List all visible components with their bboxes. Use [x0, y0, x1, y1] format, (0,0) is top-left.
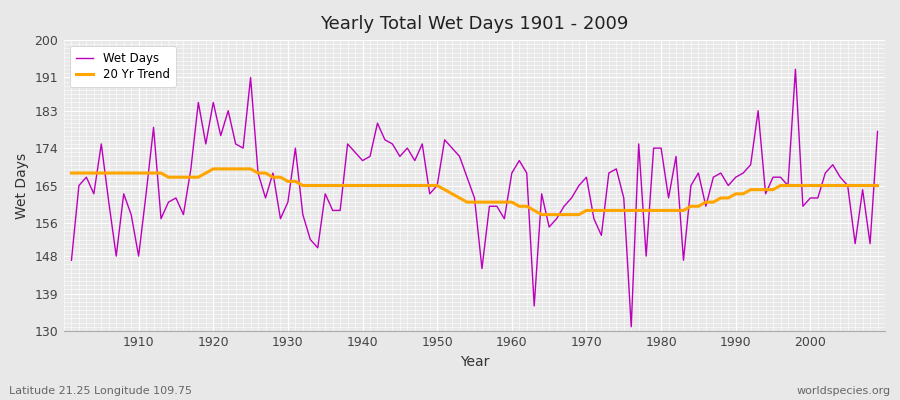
- 20 Yr Trend: [536, 212, 547, 217]
- 20 Yr Trend: [208, 166, 219, 171]
- Y-axis label: Wet Days: Wet Days: [15, 152, 29, 218]
- 20 Yr Trend: [126, 171, 137, 176]
- Text: Latitude 21.25 Longitude 109.75: Latitude 21.25 Longitude 109.75: [9, 386, 192, 396]
- Wet Days: [596, 233, 607, 238]
- 20 Yr Trend: [66, 171, 77, 176]
- Wet Days: [126, 212, 137, 217]
- 20 Yr Trend: [611, 208, 622, 213]
- X-axis label: Year: Year: [460, 355, 490, 369]
- 20 Yr Trend: [342, 183, 353, 188]
- Wet Days: [626, 324, 636, 329]
- 20 Yr Trend: [872, 183, 883, 188]
- Wet Days: [507, 171, 517, 176]
- Wet Days: [335, 208, 346, 213]
- Wet Days: [290, 146, 301, 150]
- Line: Wet Days: Wet Days: [71, 69, 878, 327]
- Title: Yearly Total Wet Days 1901 - 2009: Yearly Total Wet Days 1901 - 2009: [320, 15, 629, 33]
- Line: 20 Yr Trend: 20 Yr Trend: [71, 169, 878, 214]
- Text: worldspecies.org: worldspecies.org: [796, 386, 891, 396]
- 20 Yr Trend: [514, 204, 525, 209]
- Wet Days: [66, 258, 77, 263]
- 20 Yr Trend: [507, 200, 517, 204]
- Wet Days: [872, 129, 883, 134]
- Wet Days: [499, 216, 509, 221]
- Wet Days: [790, 67, 801, 72]
- 20 Yr Trend: [297, 183, 308, 188]
- Legend: Wet Days, 20 Yr Trend: Wet Days, 20 Yr Trend: [70, 46, 176, 87]
